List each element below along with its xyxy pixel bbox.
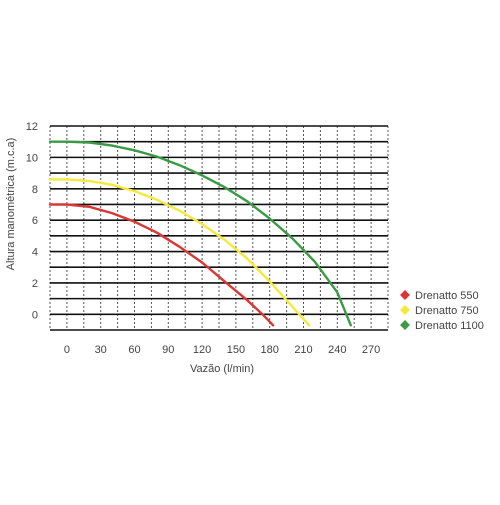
series-line: [48, 140, 352, 327]
y-axis-label: Altura manométrica (m.c.a): [5, 138, 17, 271]
legend-marker: [400, 320, 410, 330]
y-tick-label: 0: [32, 309, 38, 321]
x-tick-label: 180: [261, 344, 279, 356]
series-layer: [48, 140, 352, 327]
y-tick-label: 10: [26, 152, 38, 164]
legend-marker: [400, 305, 410, 315]
legend-marker: [400, 290, 410, 300]
y-tick-label: 12: [26, 121, 38, 133]
x-tick-label: 60: [128, 344, 140, 356]
legend: Drenatto 550 Drenatto 750 Drenatto 1100: [400, 290, 484, 332]
x-tick-label: 90: [162, 344, 174, 356]
y-tick-label: 8: [32, 184, 38, 196]
x-axis-label: Vazão (l/min): [190, 363, 254, 375]
y-tick-label: 2: [32, 278, 38, 290]
series-line: [48, 203, 275, 327]
x-tick-label: 240: [328, 344, 346, 356]
legend-label: Drenatto 750: [415, 305, 479, 317]
x-tick-label: 270: [362, 344, 380, 356]
x-tick-label: 150: [227, 344, 245, 356]
x-tick-label: 30: [95, 344, 107, 356]
y-tick-label: 6: [32, 215, 38, 227]
x-tick-label: 120: [193, 344, 211, 356]
legend-label: Drenatto 550: [415, 290, 479, 302]
series-line: [48, 178, 311, 327]
grid-layer: [49, 125, 389, 331]
y-tick-label: 4: [32, 247, 38, 259]
x-tick-label: 210: [294, 344, 312, 356]
x-tick-label: 0: [64, 344, 70, 356]
legend-label: Drenatto 1100: [415, 320, 484, 332]
